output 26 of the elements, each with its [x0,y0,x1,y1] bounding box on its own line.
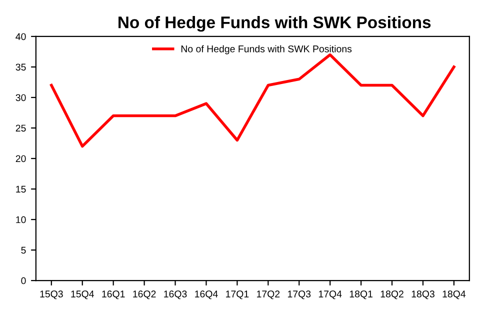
y-tick-label: 35 [16,64,26,71]
x-tick-label: 18Q3 [412,290,434,300]
x-tick-label: 16Q4 [195,290,218,300]
y-tick-label: 25 [16,124,26,132]
y-tick-label: 20 [16,155,26,162]
x-tick-label: 16Q1 [102,290,125,300]
x-tick-label: 18Q2 [380,290,404,300]
legend-label: No of Hedge Funds with SWK Positions [181,45,352,54]
y-tick-label: 0 [21,277,26,284]
x-tick-label: 15Q3 [40,290,63,300]
x-tick-label: 18Q1 [350,290,372,300]
x-tick-label: 15Q4 [71,290,94,300]
y-tick-label: 30 [16,94,26,102]
x-tick-label: 16Q3 [164,290,187,300]
y-tick-label: 10 [16,216,26,224]
x-tick-label: 16Q2 [133,290,156,300]
x-tick-label: 17Q3 [288,290,311,300]
line-series [50,53,456,148]
x-tick-label: 17Q4 [318,290,342,300]
y-tick-label: 40 [16,33,26,40]
x-tick-label: 17Q2 [257,290,280,300]
chart-title: No of Hedge Funds with SWK Positions [118,16,431,32]
x-tick-label: 17Q1 [226,290,249,300]
y-tick-label: 5 [21,246,26,254]
x-tick-label: 18Q4 [442,290,466,300]
y-tick-label: 15 [16,186,26,193]
